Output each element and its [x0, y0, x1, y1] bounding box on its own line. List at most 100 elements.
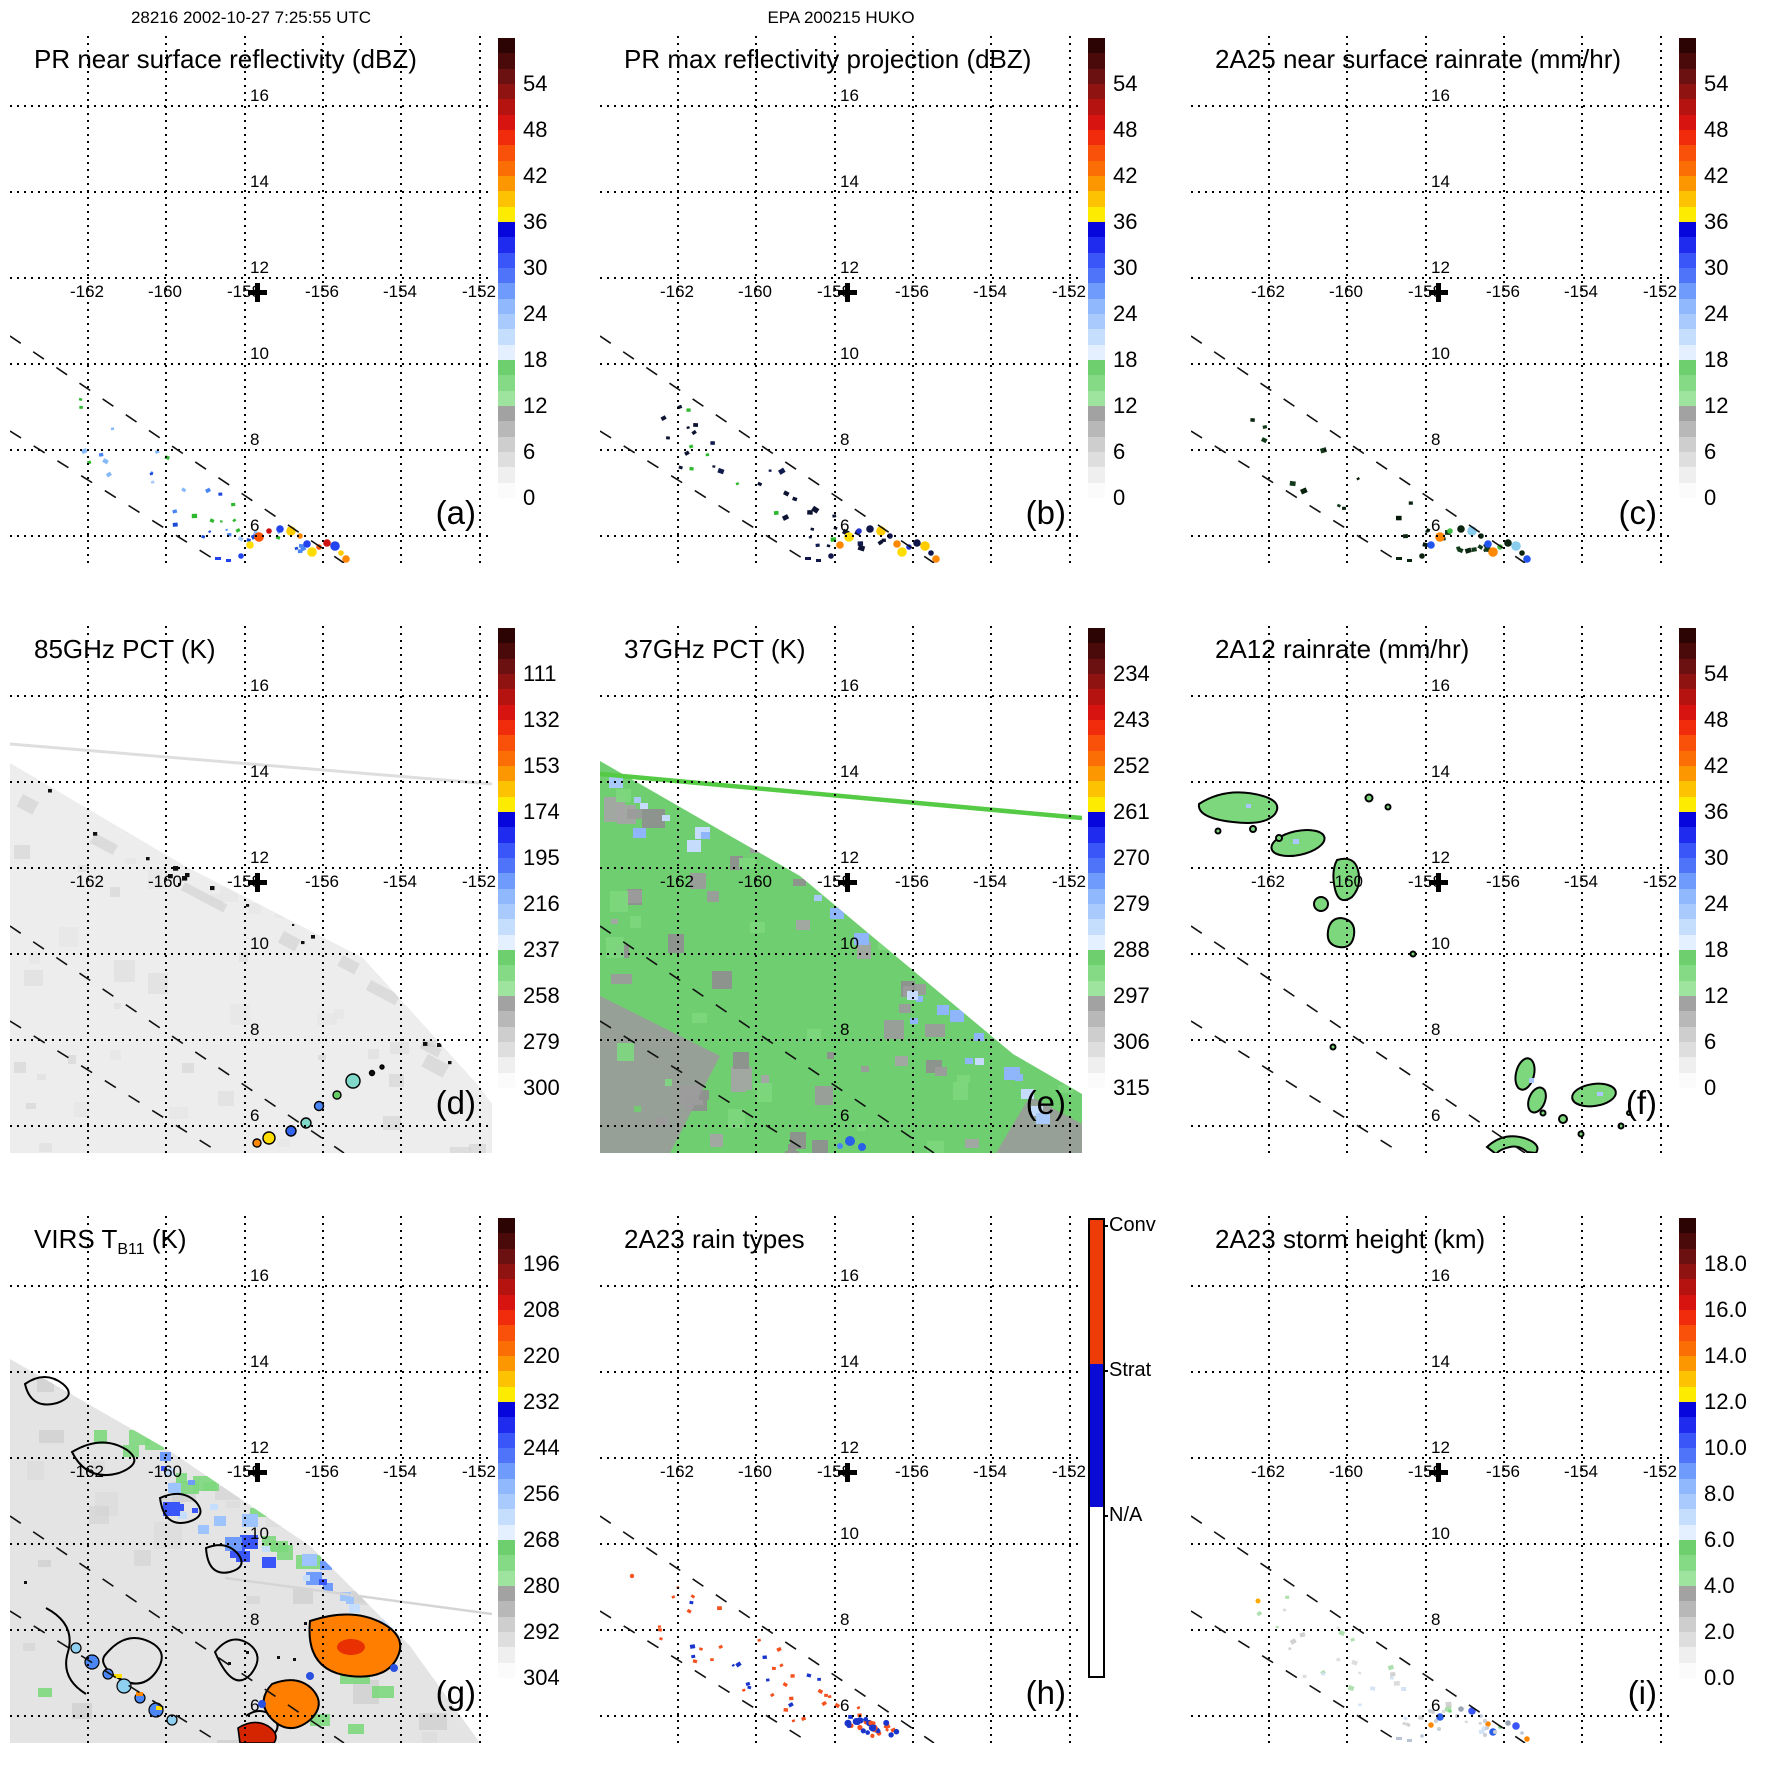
panel-f: -162 -160 -158 -156 -154 -152 16 14 12 10 8 6 2A12 …	[1181, 590, 1771, 1180]
colorbar-stripe	[1679, 781, 1696, 797]
colorbar-stripe	[498, 1555, 515, 1571]
panel-title-e: 37GHz PCT (K)	[624, 634, 806, 664]
lat-label: 14	[840, 1352, 859, 1371]
colorbar-stripe	[1679, 980, 1696, 996]
lat-label: 8	[1431, 1020, 1441, 1039]
map-d: -162 -160 -158 -156 -154 -152 16 14 12 10 8 6 85GHz…	[10, 626, 496, 1153]
colorbar-stripe	[1679, 1026, 1696, 1042]
grid-line-lon	[400, 36, 402, 563]
pr-swath-edge-lines	[600, 925, 935, 1153]
lat-label: 8	[840, 1020, 850, 1039]
grid-line-lat	[10, 695, 492, 697]
lat-label: 12	[250, 258, 269, 277]
colorbar-stripe	[1679, 811, 1696, 828]
pr-swath-edge-lines	[10, 1515, 345, 1743]
colorbar	[498, 38, 515, 498]
colorbar-stripe	[1679, 237, 1696, 253]
lon-label: -154	[1563, 1462, 1599, 1481]
lon-label: -154	[382, 872, 418, 891]
grid-line-lon	[87, 36, 89, 563]
lat-label: 6	[1431, 1696, 1441, 1715]
colorbar-tick-label: 42	[1113, 163, 1138, 188]
colorbar-tick-label: 261	[1113, 799, 1150, 824]
colorbar-stripe	[1088, 704, 1105, 720]
raintype-segment	[1090, 1507, 1103, 1676]
panel-h: -162 -160 -158 -156 -154 -152 16 14 12 10 8 6 2A23 …	[590, 1180, 1180, 1770]
grid-line-lon	[755, 36, 757, 563]
colorbar-stripe	[498, 1371, 515, 1387]
panel-a: -162 -160 -158 -156 -154 -152 16 14 12 10 8 6 PR ne…	[0, 0, 590, 590]
colorbar-stripe	[1088, 658, 1105, 674]
panel-title-subscript: B11	[117, 1241, 145, 1259]
grid-line-lat	[10, 1039, 492, 1041]
grid-line-lat	[1191, 1371, 1673, 1373]
colorbar-stripe	[498, 482, 515, 498]
lon-label: -160	[737, 872, 773, 891]
colorbar-stripe	[1088, 857, 1105, 874]
colorbar-stripe	[1088, 114, 1105, 130]
grid-line-lon	[1069, 1216, 1071, 1743]
panel-label-f: (f)	[1625, 1084, 1657, 1121]
colorbar-stripe	[498, 1601, 515, 1617]
grid-line-lon	[400, 626, 402, 1153]
lat-label: 12	[250, 848, 269, 867]
colorbar-stripe	[1679, 1279, 1696, 1295]
lat-label: 6	[250, 1106, 260, 1125]
colorbar-tick-label: 12	[1113, 393, 1138, 418]
colorbar-stripe	[498, 1432, 515, 1448]
colorbar-tick-label: 24	[1113, 301, 1138, 326]
lat-label: 12	[1431, 1438, 1450, 1457]
colorbar-stripe	[1679, 1524, 1696, 1540]
colorbar-stripe	[498, 1585, 515, 1602]
storm-center-marker	[248, 873, 267, 892]
grid-line-lon	[1660, 1216, 1662, 1743]
colorbar-stripe	[1088, 53, 1105, 69]
grid-line-lon	[1268, 1216, 1270, 1743]
panel-label-c: (c)	[1618, 494, 1657, 531]
panel-title-g: VIRS TB11 (K)	[34, 1224, 187, 1259]
colorbar-stripe	[498, 1279, 515, 1295]
colorbar-tick-label: 270	[1113, 845, 1150, 870]
colorbar-tick-label: 220	[523, 1343, 560, 1368]
colorbar-tick-label: 300	[523, 1075, 560, 1100]
grid-line-lat	[1191, 1285, 1673, 1287]
colorbar-stripe	[1088, 796, 1105, 812]
colorbar-stripe	[1088, 1041, 1105, 1058]
colorbar-stripe	[1679, 99, 1696, 115]
grid-line-lat	[600, 363, 1082, 365]
lat-label: 16	[1431, 676, 1450, 695]
colorbar-stripe	[1088, 405, 1105, 422]
colorbar-stripe	[498, 68, 515, 84]
colorbar-tick-label: 234	[1113, 661, 1150, 686]
grid-line-lat	[600, 1285, 1082, 1287]
colorbar-stripe	[1088, 673, 1105, 690]
colorbar-stripe	[498, 344, 515, 360]
colorbar-stripe	[1679, 1432, 1696, 1448]
colorbar-stripe	[498, 1616, 515, 1632]
colorbar-tick-label: 30	[1704, 845, 1729, 870]
colorbar-stripe	[1088, 375, 1105, 391]
colorbar-stripe	[498, 1463, 515, 1479]
grid-line-lat	[1191, 867, 1673, 869]
colorbar-stripe	[498, 1218, 515, 1234]
colorbar-stripe	[1088, 267, 1105, 284]
colorbar-stripe	[498, 1233, 515, 1249]
lat-label: 14	[840, 762, 859, 781]
grid-line-lat	[10, 1285, 492, 1287]
colorbar-stripe	[1088, 873, 1105, 889]
colorbar-stripe	[1679, 482, 1696, 498]
colorbar-stripe	[1679, 796, 1696, 812]
colorbar-stripe	[498, 750, 515, 766]
colorbar-f: 54 48 42 36 30 24 18 12 6 0	[1679, 628, 1771, 1114]
lat-label: 10	[840, 1524, 859, 1543]
lat-label: 8	[1431, 1610, 1441, 1629]
panel-b: -162 -160 -158 -156 -154 -152 16 14 12 10 8 6 PR ma…	[590, 0, 1180, 590]
colorbar-tick-label: 2.0	[1704, 1619, 1735, 1644]
colorbar-stripe	[1088, 145, 1105, 161]
colorbar-stripe	[1679, 1371, 1696, 1387]
grid-line-lat	[600, 191, 1082, 193]
lon-label: -160	[1328, 1462, 1364, 1481]
lon-label: -158	[226, 282, 262, 301]
colorbar-tick-label: 6	[523, 439, 536, 464]
colorbar-stripe	[498, 643, 515, 659]
